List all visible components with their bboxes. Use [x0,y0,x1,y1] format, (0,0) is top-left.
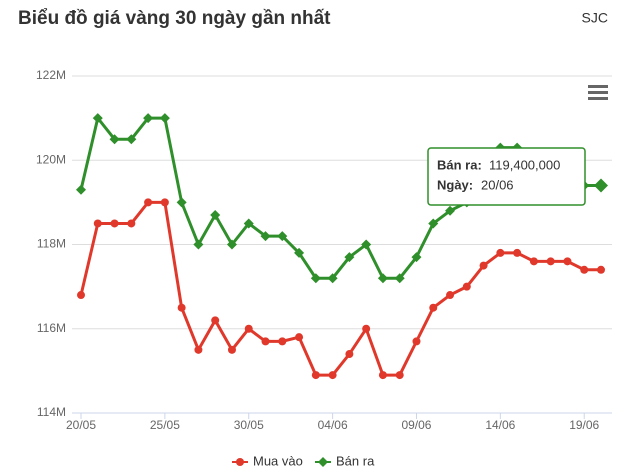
legend-marker [236,458,244,466]
legend-marker [318,457,328,467]
x-tick-label: 14/06 [485,418,515,432]
data-point [211,316,220,325]
data-point [361,239,372,250]
legend-label: Mua vào [253,453,303,468]
data-point [194,345,203,354]
tooltip-label: Bán ra: [437,157,482,172]
x-tick-label: 20/05 [66,418,96,432]
legend-item[interactable]: Bán ra [315,453,375,468]
data-point [462,282,471,291]
data-point [110,219,119,228]
data-point [395,371,404,380]
data-point [445,205,456,216]
legend-label: Bán ra [336,453,375,468]
tooltip-value: 20/06 [481,177,514,192]
y-tick-label: 114M [37,405,66,419]
data-point [327,273,338,284]
y-tick-label: 122M [36,68,66,82]
data-point [77,291,85,300]
data-point [277,231,288,242]
data-point [92,113,103,124]
data-point [378,371,387,380]
data-point [126,134,137,145]
data-point [226,239,237,250]
y-tick-label: 120M [36,152,66,166]
data-point [227,345,236,354]
data-point [310,273,321,284]
data-point [177,303,186,312]
tooltip-value: 119,400,000 [489,157,560,172]
data-point [597,265,605,274]
menu-bar [588,91,608,94]
chart-title: Biểu đồ giá vàng 30 ngày gần nhất [18,8,331,29]
data-point [176,197,187,208]
data-point [93,219,102,228]
data-point [412,337,421,346]
data-point [243,218,254,229]
data-point [144,198,153,207]
data-point [428,218,439,229]
x-tick-label: 25/05 [150,418,180,432]
data-point [76,184,86,195]
data-point [429,303,438,312]
data-point [563,257,572,266]
data-point [529,257,538,266]
data-point [160,198,169,207]
menu-bar [588,85,608,88]
data-point [260,231,271,242]
x-tick-label: 19/06 [569,418,599,432]
data-point [311,371,320,380]
data-point [580,265,589,274]
data-point [278,337,287,346]
tooltip-label: Ngày: [437,177,473,192]
y-tick-label: 116M [37,321,66,335]
data-point [294,247,305,258]
data-point [411,252,422,263]
data-point [513,248,522,257]
data-point [345,350,354,359]
series-line [79,200,601,377]
tooltip: Bán ra: 119,400,000 Ngày: 20/06 [427,147,586,206]
data-point [109,134,120,145]
data-point [344,252,355,263]
data-point [244,324,253,333]
data-point [159,113,170,124]
data-point [193,239,204,250]
data-point [143,113,154,124]
data-point [328,371,337,380]
legend-item[interactable]: Mua vào [232,453,303,468]
data-point [496,248,505,257]
menu-button[interactable] [588,85,608,100]
data-point [295,333,304,342]
data-point [127,219,136,228]
tooltip-box [427,147,586,206]
data-point [546,257,555,266]
data-point [377,273,388,284]
menu-bar [588,97,608,100]
data-point [394,273,405,284]
data-point [479,261,488,270]
data-point [362,324,371,333]
x-tick-label: 04/06 [318,418,348,432]
chart-subtitle: SJC [582,10,608,26]
x-tick-label: 30/05 [234,418,264,432]
data-point [210,210,221,221]
y-tick-label: 118M [37,237,66,251]
data-point [594,178,608,193]
data-point [446,291,455,300]
data-point [261,337,270,346]
x-tick-label: 09/06 [401,418,431,432]
